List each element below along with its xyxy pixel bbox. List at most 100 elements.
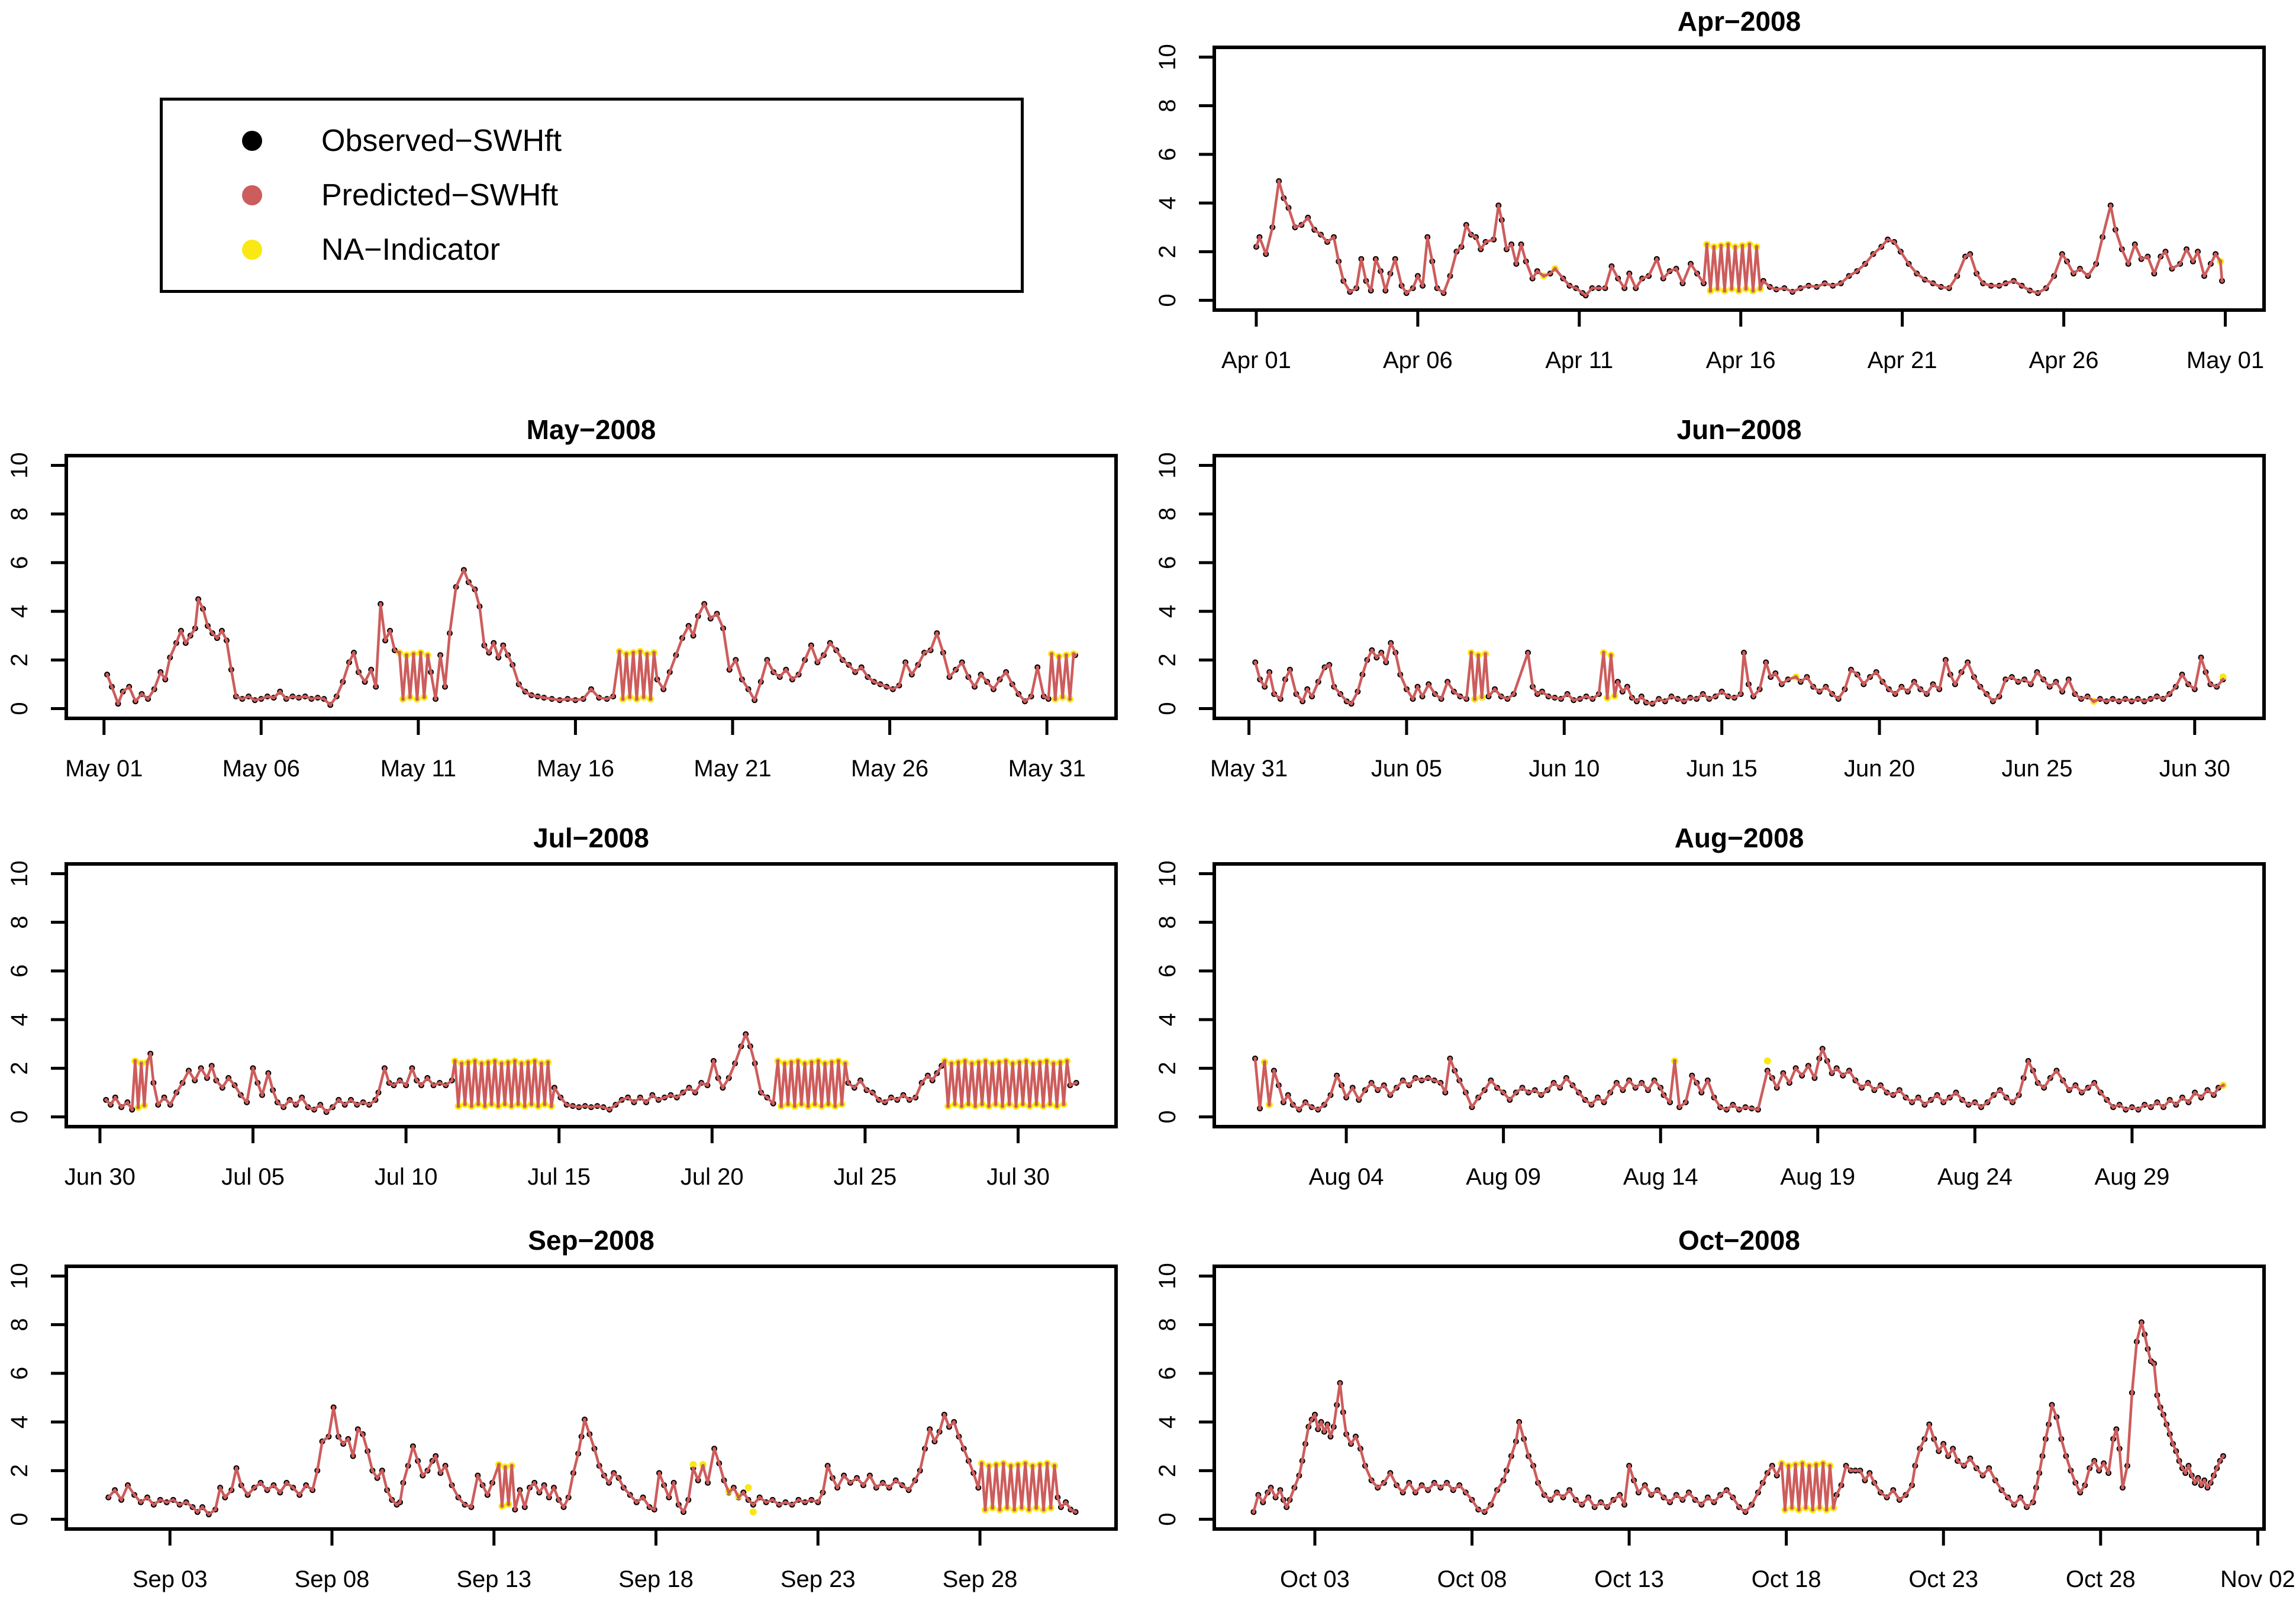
x-tick-label: Aug 04 (1309, 1164, 1384, 1190)
x-tick-label: Nov 02 (2220, 1566, 2295, 1592)
x-tick-label: Oct 13 (1594, 1566, 1664, 1592)
y-axis: 0 2 4 6 8 10 (1155, 452, 1214, 715)
x-tick-label: Apr 16 (1706, 347, 1776, 373)
panel-apr-2008: Apr−2008 0 2 4 6 8 10 Apr 01 Apr 06 Apr 11 Apr 16 A… (1148, 0, 2296, 408)
y-tick-label: 10 (7, 860, 33, 887)
y-tick-label: 6 (1155, 965, 1181, 978)
x-tick-label: May 01 (65, 756, 143, 782)
y-axis: 0 2 4 6 8 10 (7, 452, 66, 715)
x-tick-label: Aug 29 (2095, 1164, 2170, 1190)
y-tick-label: 0 (7, 1512, 33, 1525)
y-tick-label: 6 (1155, 556, 1181, 569)
y-tick-label: 2 (7, 1062, 33, 1075)
x-axis: Jun 30 Jul 05 Jul 10 Jul 15 Jul 20 Jul 25 Jul … (65, 1127, 1050, 1190)
x-tick-label: Oct 03 (1280, 1566, 1350, 1592)
x-tick-label: May 11 (380, 756, 456, 782)
y-tick-label: 2 (1155, 1062, 1181, 1075)
x-tick-label: Apr 06 (1383, 347, 1453, 373)
y-tick-label: 2 (1155, 1464, 1181, 1477)
y-tick-label: 0 (1155, 702, 1181, 715)
panel-oct-2008: Oct−2008 0 2 4 6 8 10 Oct 03 Oct 08 Oct 13 Oct 18 O… (1148, 1219, 2296, 1616)
x-tick-label: Aug 19 (1780, 1164, 1855, 1190)
x-axis: Oct 03 Oct 08 Oct 13 Oct 18 Oct 23 Oct 28 Nov … (1280, 1529, 2295, 1592)
panel-title: Aug−2008 (1675, 822, 1804, 853)
x-tick-label: Apr 01 (1221, 347, 1291, 373)
plot-box (1213, 454, 2266, 720)
predicted-points (105, 568, 1077, 707)
y-tick-label: 8 (1155, 1318, 1181, 1331)
x-tick-label: May 21 (694, 756, 771, 782)
x-tick-label: Jul 05 (221, 1164, 285, 1190)
legend-label-na: NA−Indicator (321, 233, 501, 267)
y-tick-label: 6 (1155, 1367, 1181, 1380)
plot-box (1213, 862, 2266, 1128)
x-axis: Apr 01 Apr 06 Apr 11 Apr 16 Apr 21 Apr 26 May … (1221, 310, 2264, 373)
x-tick-label: Apr 11 (1545, 347, 1613, 373)
x-tick-label: Sep 13 (456, 1566, 531, 1592)
panel-title: Oct−2008 (1678, 1225, 1800, 1256)
x-tick-label: May 31 (1008, 756, 1086, 782)
y-tick-label: 10 (1155, 1263, 1181, 1289)
y-tick-label: 0 (1155, 293, 1181, 307)
x-axis: Aug 04 Aug 09 Aug 14 Aug 19 Aug 24 Aug 29 (1309, 1127, 2170, 1190)
x-tick-label: Aug 09 (1466, 1164, 1541, 1190)
x-tick-label: May 26 (851, 756, 928, 782)
x-tick-label: Jul 15 (527, 1164, 591, 1190)
na-indicator-points (495, 1460, 1058, 1516)
y-axis: 0 2 4 6 8 10 (1155, 860, 1214, 1124)
panel-title: Jun−2008 (1677, 414, 1802, 445)
panel-sep-2008: Sep−2008 0 2 4 6 8 10 Sep 03 Sep 08 Sep 13 Sep 18 S… (0, 1219, 1148, 1616)
y-tick-label: 0 (7, 1110, 33, 1123)
panel-may-2008: May−2008 0 2 4 6 8 10 May 01 May 06 May 11 May 16 M… (0, 408, 1148, 817)
y-tick-label: 10 (1155, 452, 1181, 479)
panel-title: Sep−2008 (528, 1225, 654, 1256)
x-tick-label: Apr 26 (2029, 347, 2099, 373)
x-tick-label: Jun 05 (1371, 756, 1442, 782)
x-tick-label: Oct 18 (1752, 1566, 1821, 1592)
x-tick-label: Jul 30 (986, 1164, 1050, 1190)
y-tick-label: 6 (7, 1367, 33, 1380)
na-swatch-icon (242, 240, 262, 260)
legend-label-observed: Observed−SWHft (321, 124, 562, 158)
predicted-line (104, 1033, 1078, 1114)
x-tick-label: Jul 25 (834, 1164, 897, 1190)
y-tick-label: 10 (7, 452, 33, 479)
legend-cell: Observed−SWHft Predicted−SWHft NA−Indica… (0, 0, 1148, 408)
panel-jul-2008: Jul−2008 0 2 4 6 8 10 Jun 30 Jul 05 Jul 10 Jul 15 J… (0, 817, 1148, 1219)
y-tick-label: 10 (7, 1263, 33, 1289)
y-axis: 0 2 4 6 8 10 (1155, 1263, 1214, 1526)
x-tick-label: Sep 23 (781, 1566, 856, 1592)
x-tick-label: Jun 20 (1844, 756, 1915, 782)
x-tick-label: Oct 28 (2066, 1566, 2136, 1592)
predicted-line (1255, 179, 2224, 297)
y-tick-label: 8 (7, 508, 33, 521)
y-tick-label: 2 (1155, 245, 1181, 258)
panel-jun-2008: Jun−2008 0 2 4 6 8 10 May 31 Jun 05 Jun 10 Jun 15 J… (1148, 408, 2296, 817)
y-tick-label: 0 (7, 702, 33, 715)
y-axis: 0 2 4 6 8 10 (7, 1263, 66, 1526)
x-axis: May 31 Jun 05 Jun 10 Jun 15 Jun 20 Jun 25 Jun … (1210, 718, 2230, 782)
x-tick-label: Jun 30 (2159, 756, 2230, 782)
predicted-line (107, 1406, 1077, 1516)
x-tick-label: Jun 15 (1686, 756, 1758, 782)
x-tick-label: May 06 (222, 756, 300, 782)
x-axis: Sep 03 Sep 08 Sep 13 Sep 18 Sep 23 Sep 28 (133, 1529, 1017, 1592)
y-tick-label: 10 (1155, 44, 1181, 70)
y-tick-label: 4 (7, 1013, 33, 1026)
predicted-points (107, 1405, 1078, 1517)
legend-item-predicted: Predicted−SWHft (163, 168, 1021, 222)
y-tick-label: 2 (7, 1464, 33, 1477)
plot-box (65, 862, 1118, 1128)
legend-item-na: NA−Indicator (163, 222, 1021, 277)
chart-jun-2008: Jun−2008 0 2 4 6 8 10 May 31 Jun 05 Jun 10 Jun 15 J… (1155, 414, 2266, 782)
x-axis: May 01 May 06 May 11 May 16 May 21 May 26 May … (65, 718, 1086, 782)
y-tick-label: 8 (1155, 916, 1181, 929)
plot-box (1213, 1265, 2266, 1531)
predicted-points (1253, 641, 2225, 706)
panel-title: Apr−2008 (1678, 6, 1801, 37)
